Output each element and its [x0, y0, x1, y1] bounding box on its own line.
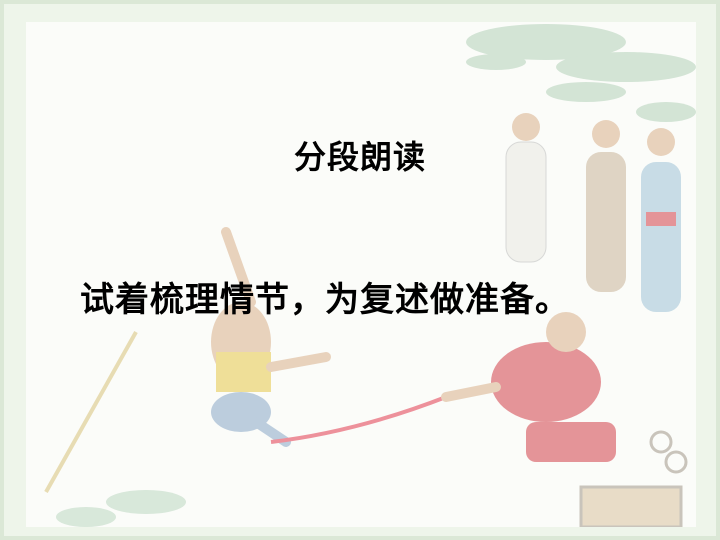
grass-icon	[56, 490, 186, 527]
slide-subtitle: 试着梳理情节，为复述做准备。	[80, 280, 570, 320]
standing-figures-icon	[505, 113, 681, 312]
falling-figure-icon	[211, 227, 331, 447]
ancient-scene-illustration	[44, 24, 696, 527]
cart-icon	[579, 430, 688, 527]
pulling-figure-icon	[441, 312, 616, 462]
slide-title: 分段朗读	[293, 138, 426, 176]
pole-icon	[44, 331, 138, 493]
rope-icon	[270, 395, 447, 444]
slide-canvas	[26, 22, 696, 527]
foliage-icon	[466, 24, 696, 122]
